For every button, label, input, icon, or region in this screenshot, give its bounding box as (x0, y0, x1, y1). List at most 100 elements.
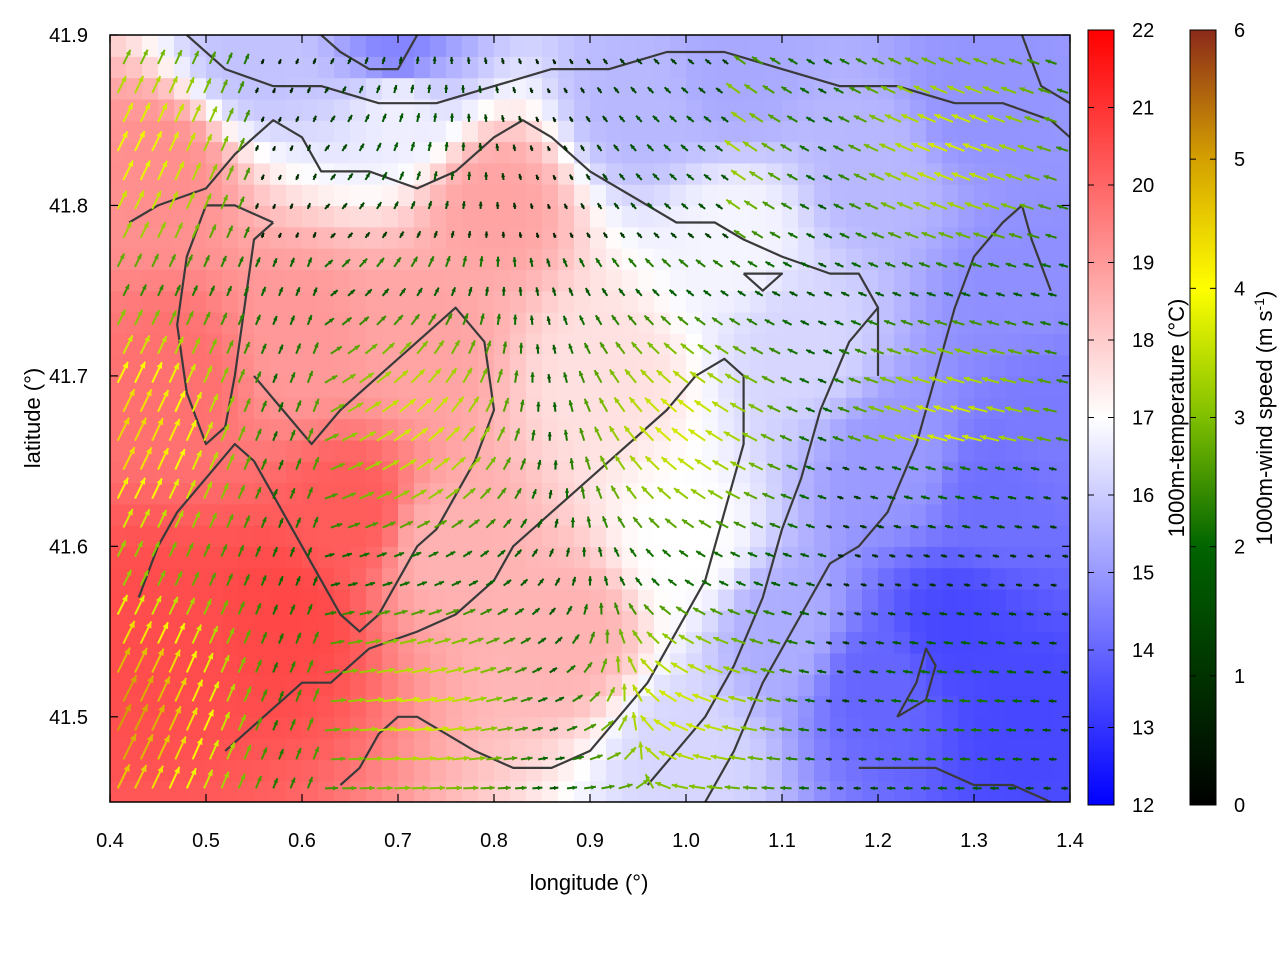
heatmap-cell (862, 269, 879, 291)
heatmap-cell (718, 99, 735, 121)
heatmap-cell (622, 120, 639, 142)
heatmap-cell (782, 440, 799, 462)
heatmap-cell (254, 269, 271, 291)
heatmap-cell (190, 781, 207, 803)
heatmap-cell (910, 717, 927, 739)
heatmap-cell (526, 759, 543, 781)
heatmap-cell (606, 248, 623, 270)
heatmap-cell (958, 717, 975, 739)
heatmap-cell (590, 440, 607, 462)
heatmap-cell (462, 205, 479, 227)
heatmap-cell (222, 120, 239, 142)
heatmap-cell (862, 35, 879, 57)
heatmap-cell (270, 546, 287, 568)
heatmap-cell (494, 376, 511, 398)
heatmap-cell (350, 248, 367, 270)
heatmap-cell (318, 440, 335, 462)
heatmap-cell (446, 120, 463, 142)
heatmap-cell (270, 759, 287, 781)
heatmap-cell (302, 227, 319, 249)
heatmap-cell (494, 333, 511, 355)
heatmap-cell (110, 376, 127, 398)
heatmap-cell (734, 355, 751, 377)
heatmap-cell (750, 440, 767, 462)
heatmap-cell (686, 461, 703, 483)
heatmap-cell (286, 142, 303, 164)
heatmap-cell (126, 546, 143, 568)
heatmap-cell (334, 568, 351, 590)
heatmap-cell (702, 589, 719, 611)
heatmap-cell (894, 568, 911, 590)
heatmap-cell (942, 120, 959, 142)
wind-colorbar-label-end: ) (1252, 291, 1277, 298)
heatmap-cell (382, 546, 399, 568)
heatmap-cell (734, 568, 751, 590)
colorbar-tick-label: 0 (1234, 795, 1245, 817)
heatmap-cell (1054, 674, 1071, 696)
heatmap-cell (766, 440, 783, 462)
heatmap-cell (702, 504, 719, 526)
heatmap-cell (558, 269, 575, 291)
heatmap-cell (510, 759, 527, 781)
heatmap-cell (510, 184, 527, 206)
heatmap-cell (990, 482, 1007, 504)
heatmap-cell (558, 610, 575, 632)
heatmap-cell (1038, 184, 1055, 206)
heatmap-cell (814, 227, 831, 249)
heatmap-cell (142, 291, 159, 313)
heatmap-cell (574, 632, 591, 654)
heatmap-cell (318, 184, 335, 206)
heatmap-cell (1022, 738, 1039, 760)
heatmap-cell (862, 461, 879, 483)
heatmap-cell (974, 738, 991, 760)
heatmap-cell (142, 525, 159, 547)
heatmap-cell (174, 35, 191, 57)
heatmap-cell (478, 674, 495, 696)
heatmap-cell (302, 397, 319, 419)
heatmap-cell (782, 674, 799, 696)
heatmap-cell (574, 440, 591, 462)
heatmap-cell (574, 269, 591, 291)
heatmap-cell (526, 35, 543, 57)
heatmap-cell (366, 120, 383, 142)
heatmap-cell (510, 205, 527, 227)
heatmap-cell (462, 568, 479, 590)
heatmap-cell (382, 568, 399, 590)
heatmap-cell (766, 674, 783, 696)
heatmap-cell (446, 333, 463, 355)
heatmap-cell (462, 120, 479, 142)
heatmap-cell (1054, 461, 1071, 483)
heatmap-cell (254, 184, 271, 206)
heatmap-cell (318, 759, 335, 781)
heatmap-cell (446, 227, 463, 249)
heatmap-cell (878, 525, 895, 547)
heatmap-cell (958, 674, 975, 696)
heatmap-cell (542, 781, 559, 803)
heatmap-cell (446, 461, 463, 483)
heatmap-cell (670, 120, 687, 142)
heatmap-cell (590, 525, 607, 547)
heatmap-cell (942, 674, 959, 696)
heatmap-cell (526, 78, 543, 100)
heatmap-cell (494, 248, 511, 270)
heatmap-cell (638, 35, 655, 57)
colorbar-tick-label: 22 (1132, 20, 1154, 42)
heatmap-cell (654, 227, 671, 249)
heatmap-cell (942, 589, 959, 611)
heatmap-cell (1022, 717, 1039, 739)
heatmap-cell (1022, 759, 1039, 781)
heatmap-cell (638, 355, 655, 377)
heatmap-cell (798, 504, 815, 526)
heatmap-cell (510, 781, 527, 803)
heatmap-cell (894, 717, 911, 739)
heatmap-cell (270, 397, 287, 419)
heatmap-cell (1006, 482, 1023, 504)
heatmap-cell (110, 568, 127, 590)
heatmap-cell (1022, 461, 1039, 483)
heatmap-cell (1006, 142, 1023, 164)
heatmap-cell (206, 142, 223, 164)
heatmap-cell (974, 589, 991, 611)
heatmap-cell (894, 738, 911, 760)
heatmap-cell (622, 56, 639, 78)
heatmap-cell (526, 568, 543, 590)
